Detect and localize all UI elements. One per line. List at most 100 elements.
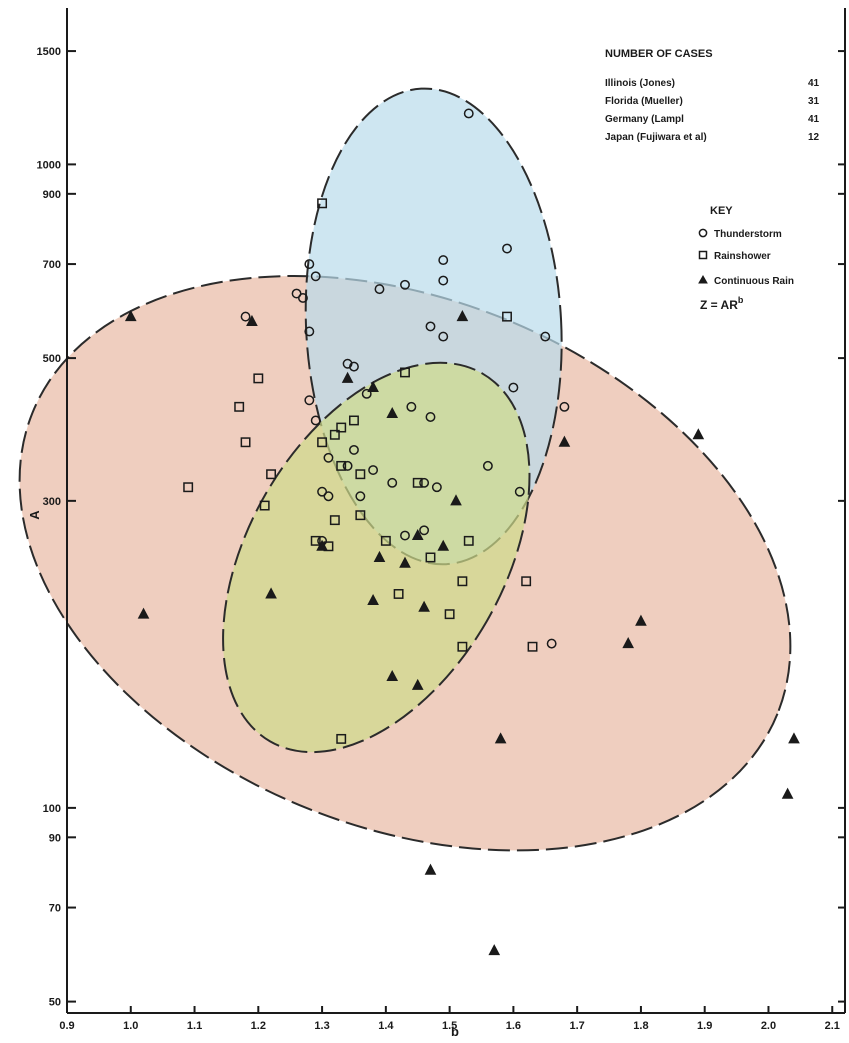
thunderstorm-point (514, 486, 525, 497)
thunderstorm-point (310, 271, 321, 282)
rainshower-point (527, 641, 538, 652)
cases-table-heading: NUMBER OF CASES (605, 48, 713, 60)
x-tick-label: 1.1 (187, 1020, 202, 1032)
y-tick-label: 700 (43, 259, 61, 271)
legend-heading: KEY (710, 205, 733, 217)
cases-table: NUMBER OF CASES Illinois (Jones) 41 Flor… (605, 48, 820, 143)
equation-prefix: Z = AR (700, 298, 738, 312)
rainshower-point (393, 589, 404, 599)
y-tick-label: 100 (43, 803, 61, 815)
continuous-rain-point (418, 600, 430, 612)
legend-triangle-marker (698, 274, 708, 284)
continuous-rain-point (456, 310, 469, 322)
thunderstorm-point (291, 288, 302, 299)
rainshower-point (259, 500, 270, 511)
x-tick-label: 1.4 (378, 1020, 394, 1032)
thunderstorm-point (463, 108, 474, 119)
thunderstorm-point (317, 486, 328, 497)
thunderstorm-point (368, 465, 379, 475)
x-tick-label: 1.2 (251, 1020, 266, 1032)
continuous-rain-point (488, 944, 501, 956)
cases-row-label: Germany (Lampl (605, 114, 684, 125)
rainshower-point (336, 422, 347, 433)
continuous-rain-point (124, 310, 137, 322)
thunderstorm-point (546, 638, 557, 649)
thunderstorm-point (240, 311, 251, 322)
continuous-rain-point (437, 539, 450, 551)
rainshower-point (425, 552, 436, 563)
rainshower-point (463, 535, 474, 546)
legend-label: Rainshower (714, 251, 771, 262)
rainshower-point (253, 373, 264, 384)
continuous-rain-point (386, 406, 399, 419)
x-tick-label: 1.0 (123, 1020, 138, 1032)
y-tick-label: 500 (43, 353, 61, 365)
rainshower-point (317, 198, 328, 209)
thunderstorm-point (419, 525, 430, 536)
thunderstorm-point (304, 259, 315, 270)
legend-label: Continuous Rain (714, 276, 794, 287)
rainshower-point (444, 609, 455, 620)
continuous-rain-point (367, 593, 379, 606)
rainshower-point (329, 515, 340, 526)
rainshower-point (355, 510, 366, 521)
continuous-rain-point (424, 863, 437, 875)
rainshower-point (457, 576, 468, 587)
continuous-rain-point (692, 428, 705, 440)
thunderstorm-point (342, 358, 353, 369)
thunderstorm-point (540, 331, 551, 342)
rainshower-point (457, 641, 468, 652)
continuous-rain-point (265, 587, 277, 599)
thunderstorm-point (400, 279, 410, 290)
thunderstorm-point (374, 284, 385, 295)
cases-row-label: Japan (Fujiwara et al) (605, 132, 707, 143)
x-tick-label: 2.1 (825, 1020, 840, 1032)
continuous-rain-point (622, 637, 635, 649)
point-layer (124, 108, 800, 956)
thunderstorm-point (482, 460, 493, 471)
x-tick-label: 0.9 (59, 1020, 74, 1032)
thunderstorm-point (508, 382, 519, 393)
thunderstorm-point (355, 491, 366, 502)
x-tick-label: 1.9 (697, 1020, 712, 1032)
rainshower-point (234, 401, 245, 412)
y-tick-label: 90 (49, 832, 61, 844)
thunderstorm-point (559, 401, 570, 412)
continuous-rain-point (399, 556, 411, 568)
thunderstorm-point (425, 321, 436, 332)
thunderstorm-point (349, 361, 359, 372)
x-tick-label: 1.6 (506, 1020, 521, 1032)
x-tick-label: 1.7 (570, 1020, 585, 1032)
thunderstorm-point (431, 482, 442, 493)
thunderstorm-point (438, 255, 449, 266)
rainshower-point (355, 469, 366, 480)
thunderstorm-point (304, 326, 315, 337)
cases-row-count: 41 (808, 114, 820, 125)
y-tick-label: 1500 (37, 46, 61, 58)
continuous-rain-point (635, 614, 647, 626)
continuous-rain-point (316, 539, 328, 551)
thunderstorm-point (387, 477, 398, 488)
y-tick-label: 900 (43, 189, 61, 201)
continuous-rain-point (367, 380, 379, 393)
equation-label: Z = ARb (700, 295, 744, 312)
rainshower-point (502, 311, 512, 322)
thunderstorm-point (425, 412, 436, 422)
continuous-rain-point (781, 787, 794, 799)
equation-superscript: b (738, 295, 744, 305)
thunderstorm-point (342, 460, 353, 471)
rainshower-point (183, 482, 194, 493)
rainshower-point (329, 429, 340, 440)
thunderstorm-point (304, 395, 315, 406)
cases-row-label: Illinois (Jones) (605, 78, 675, 89)
legend: KEY Thunderstorm Rainshower Continuous R… (698, 205, 794, 312)
continuous-rain-point (558, 435, 571, 447)
cases-row-count: 12 (808, 132, 820, 143)
legend-circle-marker (698, 228, 708, 238)
continuous-rain-point (788, 732, 800, 744)
continuous-rain-point (450, 494, 462, 506)
thunderstorm-point (361, 388, 372, 399)
rainshower-point (521, 576, 532, 587)
thunderstorm-point (349, 444, 359, 455)
